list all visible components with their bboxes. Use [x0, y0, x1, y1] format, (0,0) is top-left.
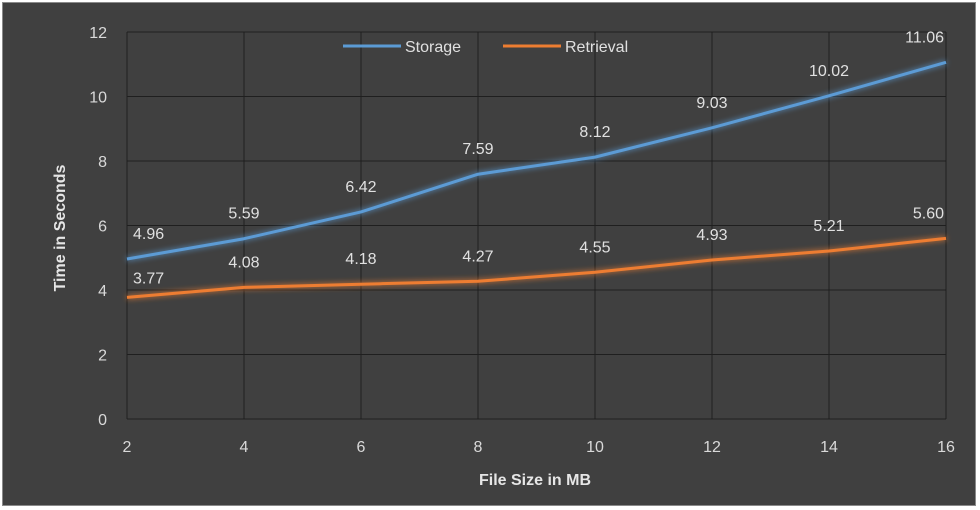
data-labels: 4.96 5.59 6.42 7.59 8.12 9.03 10.02 11.06 3.77 4.… — [133, 29, 944, 287]
y-axis-ticks: 0 2 4 6 8 10 12 — [89, 25, 107, 429]
series-lines — [126, 60, 947, 299]
y-tick-label: 4 — [98, 283, 107, 300]
y-tick-label: 12 — [89, 25, 107, 42]
data-label-retrieval: 3.77 — [133, 270, 164, 287]
legend-label-retrieval: Retrieval — [565, 39, 628, 56]
y-tick-label: 10 — [89, 90, 107, 107]
data-label-storage: 9.03 — [696, 95, 727, 112]
data-label-retrieval: 4.55 — [579, 239, 610, 256]
x-tick-label: 10 — [586, 439, 604, 456]
y-axis-title: Time in Seconds — [52, 164, 69, 291]
x-tick-label: 4 — [240, 439, 249, 456]
data-label-retrieval: 5.60 — [913, 205, 944, 222]
data-label-storage: 11.06 — [905, 29, 944, 46]
data-label-retrieval: 5.21 — [813, 218, 844, 235]
x-axis-title: File Size in MB — [479, 472, 591, 489]
gridlines — [126, 31, 947, 420]
x-tick-label: 8 — [474, 439, 483, 456]
data-label-storage: 10.02 — [809, 63, 849, 80]
y-tick-label: 6 — [98, 219, 107, 236]
data-label-storage: 4.96 — [133, 226, 164, 243]
data-label-storage: 8.12 — [579, 124, 610, 141]
data-label-storage: 6.42 — [345, 179, 376, 196]
data-label-storage: 5.59 — [228, 206, 259, 223]
x-tick-label: 2 — [123, 439, 132, 456]
legend: Storage Retrieval — [343, 39, 628, 56]
x-tick-label: 6 — [357, 439, 366, 456]
x-tick-label: 12 — [703, 439, 721, 456]
y-tick-label: 2 — [98, 348, 107, 365]
data-label-retrieval: 4.93 — [696, 227, 727, 244]
data-label-retrieval: 4.18 — [345, 251, 376, 268]
data-label-retrieval: 4.08 — [228, 254, 259, 271]
x-tick-label: 14 — [820, 439, 838, 456]
series-line-storage — [126, 60, 947, 261]
data-label-storage: 7.59 — [462, 141, 493, 158]
data-label-retrieval: 4.27 — [462, 248, 493, 265]
legend-label-storage: Storage — [405, 39, 461, 56]
y-tick-label: 0 — [98, 412, 107, 429]
y-tick-label: 8 — [98, 154, 107, 171]
x-tick-label: 16 — [937, 439, 955, 456]
series-line-retrieval — [126, 236, 947, 299]
x-axis-ticks: 2 4 6 8 10 12 14 16 — [123, 439, 955, 456]
